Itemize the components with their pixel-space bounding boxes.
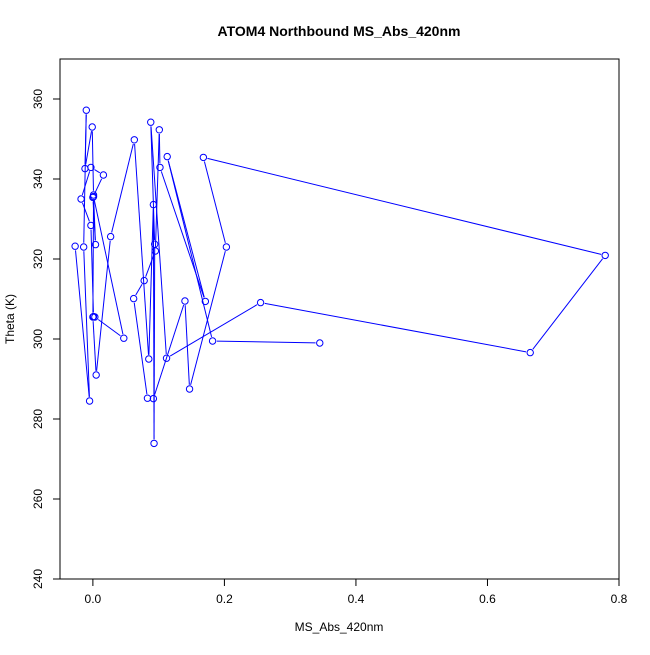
series-line-segment [148, 208, 154, 355]
x-tick-label: 0.4 [348, 592, 365, 606]
series-line-segment [134, 143, 150, 355]
data-point [91, 313, 99, 321]
series-line-segment [75, 250, 90, 397]
series-line-segment [133, 302, 148, 395]
data-point [199, 153, 208, 162]
data-point [87, 163, 95, 172]
series-line-segment [203, 161, 226, 244]
data-point [129, 294, 138, 303]
y-tick-label: 360 [31, 89, 45, 109]
series-line-segment [207, 157, 602, 255]
series-line-segment [92, 321, 97, 371]
data-point [106, 232, 115, 241]
data-point [185, 385, 194, 393]
data-point [89, 192, 98, 201]
series-line-segment [154, 304, 185, 395]
y-tick-label: 300 [31, 329, 45, 349]
series-line-segment [94, 178, 103, 194]
data-point [130, 136, 139, 144]
data-point [601, 251, 609, 260]
data-point [89, 193, 97, 202]
data-point [143, 394, 152, 402]
series-line-segment [158, 133, 161, 164]
data-point [208, 337, 217, 345]
data-point [89, 313, 97, 321]
series-line-segment [94, 169, 101, 174]
series-lines [75, 114, 604, 440]
data-point [222, 243, 231, 251]
data-point [145, 355, 153, 363]
y-tick-label: 280 [31, 409, 45, 429]
y-axis: 240 260 280 300 320 340 360 [31, 89, 61, 589]
series-line-segment [82, 202, 90, 222]
series-line-segment [184, 305, 190, 385]
data-point [162, 354, 171, 362]
series-line-segment [83, 251, 90, 397]
series-line-segment [92, 200, 95, 313]
data-point [147, 118, 155, 126]
series-line-segment [81, 171, 91, 196]
x-tick-label: 0.8 [611, 592, 628, 606]
series-line-segment [135, 283, 143, 296]
series-line-segment [150, 126, 167, 355]
data-point [526, 348, 534, 357]
series-line-segment [93, 200, 124, 335]
data-point [151, 247, 160, 255]
data-point [99, 171, 108, 179]
series-line-segment [167, 160, 213, 338]
x-tick-label: 0.6 [479, 592, 496, 606]
data-point [201, 297, 210, 306]
data-point [88, 123, 96, 131]
data-point [82, 106, 91, 114]
series-line-segment [84, 114, 87, 165]
series-line-segment [91, 131, 94, 191]
data-point [149, 200, 158, 209]
x-tick-label: 0.0 [85, 592, 102, 606]
data-point [77, 195, 85, 203]
series-line-segment [150, 126, 156, 241]
y-tick-label: 260 [31, 489, 45, 509]
y-axis-label: Theta (K) [3, 294, 17, 344]
x-tick-label: 0.2 [216, 592, 233, 606]
data-point [79, 243, 88, 251]
series-line-segment [111, 143, 134, 233]
y-tick-label: 240 [31, 569, 45, 589]
data-point [256, 298, 265, 307]
data-point [181, 297, 189, 305]
data-point [120, 334, 128, 342]
series-line-segment [532, 258, 604, 350]
data-point [71, 242, 79, 250]
data-point [140, 276, 148, 285]
data-point [85, 397, 94, 405]
series-line-segment [264, 302, 527, 353]
data-point [155, 126, 164, 134]
series-line-segment [216, 340, 316, 344]
y-tick-label: 340 [31, 169, 45, 189]
series-line-segment [85, 131, 92, 165]
data-point [150, 439, 158, 448]
series-line-segment [169, 304, 258, 357]
y-tick-label: 320 [31, 249, 45, 269]
series-line-segment [96, 240, 111, 371]
series-line-segment [145, 254, 155, 277]
data-point [163, 152, 171, 161]
series-line-segment [154, 133, 160, 247]
x-axis-label: MS_Abs_420nm [295, 620, 384, 634]
data-point [316, 339, 324, 347]
chart-title: ATOM4 Northbound MS_Abs_420nm [218, 23, 461, 39]
data-point [156, 163, 164, 172]
series-points [71, 106, 609, 448]
series-line-segment [190, 250, 226, 386]
data-point [92, 371, 100, 379]
series-line-segment [153, 248, 156, 440]
x-axis: 0.0 0.2 0.4 0.6 0.8 [85, 578, 628, 606]
data-point [87, 221, 95, 230]
data-point [91, 240, 100, 249]
